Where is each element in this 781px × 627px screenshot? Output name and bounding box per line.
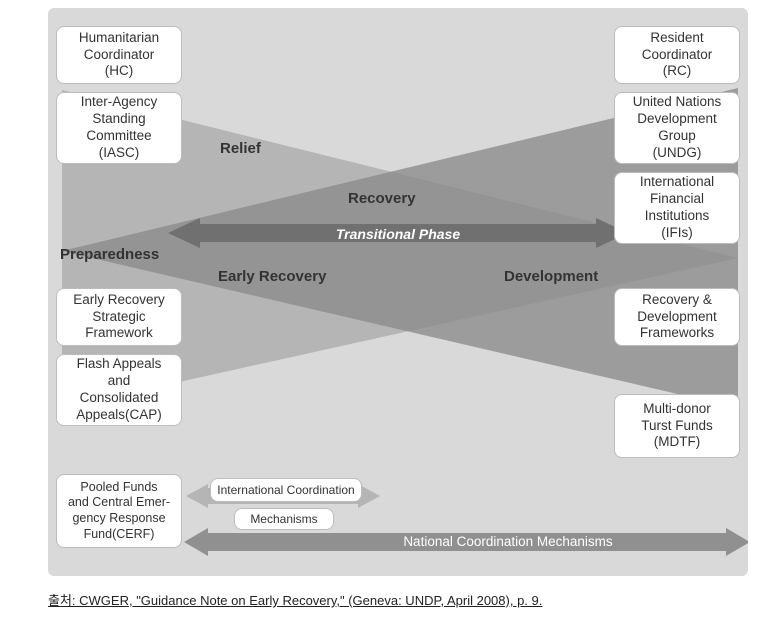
box-intl-coord: International Coordination [210, 478, 362, 502]
national-mech-label: National Coordination Mechanisms [403, 534, 613, 549]
box-mdtf: Multi-donorTurst Funds(MDTF) [614, 394, 740, 458]
box-hc: HumanitarianCoordinator(HC) [56, 26, 182, 84]
box-rdf: Recovery &DevelopmentFrameworks [614, 288, 740, 346]
label-recovery: Recovery [348, 190, 416, 207]
source-caption: 출처: CWGER, "Guidance Note on Early Recov… [48, 590, 542, 609]
box-cap: Flash AppealsandConsolidatedAppeals(CAP) [56, 354, 182, 426]
box-cerf: Pooled Fundsand Central Emer-gency Respo… [56, 474, 182, 548]
box-rc: ResidentCoordinator(RC) [614, 26, 740, 84]
diagram-container: Transitional Phase National Coordination… [48, 8, 748, 576]
box-undg: United NationsDevelopmentGroup(UNDG) [614, 92, 740, 164]
label-preparedness: Preparedness [60, 246, 159, 263]
label-early-recovery: Early Recovery [218, 268, 326, 285]
box-mechanisms: Mechanisms [234, 508, 334, 530]
label-relief: Relief [220, 140, 261, 157]
box-erframework: Early RecoveryStrategicFramework [56, 288, 182, 346]
box-iasc: Inter-AgencyStandingCommittee(IASC) [56, 92, 182, 164]
label-development: Development [504, 268, 598, 285]
transitional-phase-label: Transitional Phase [336, 226, 460, 242]
box-ifi: InternationalFinancialInstitutions(IFIs) [614, 172, 740, 244]
